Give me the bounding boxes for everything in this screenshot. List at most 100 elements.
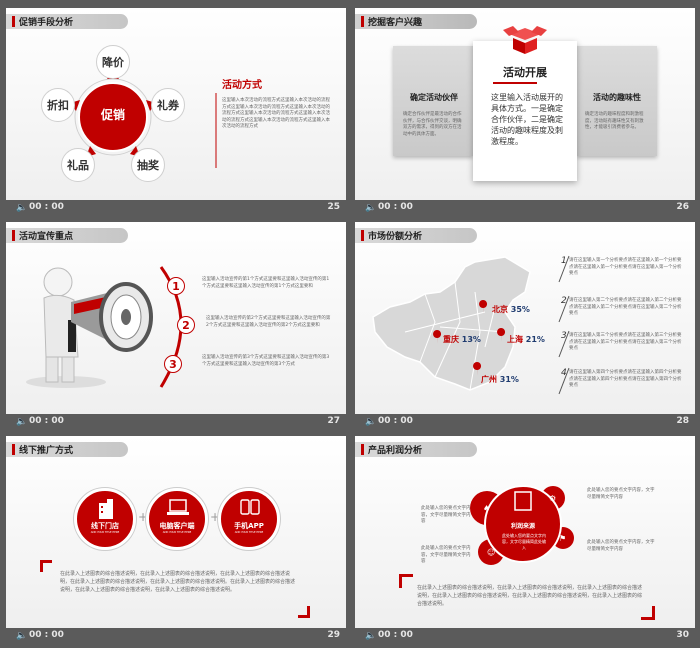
step-1-badge: 1	[167, 277, 185, 295]
city-guangzhou: 广州 31%	[481, 375, 519, 384]
left-panel	[393, 46, 473, 156]
slide-footer: 🔈 00 : 00 30	[355, 629, 695, 643]
item-discount: 折扣	[41, 88, 75, 122]
svg-text:♠: ♠	[483, 504, 490, 513]
note-left-top: 此处输入您的要点文字内容，文字尽量精简文字内容	[421, 506, 471, 524]
slide-footer: 🔈 00 : 00 29	[6, 629, 346, 643]
step-1-text: 这里输入活动宣传的第1个方式这里要和这里输入活动宣传的第1个方式这里要和这里输入…	[202, 277, 330, 289]
speaker-icon: 🔈	[365, 631, 377, 641]
note-2-number: 2	[561, 296, 567, 306]
step-3-text: 这里输入活动宣传的第3个方式这里要和这里输入活动宣传的第3个方式这里要和这里输入…	[202, 355, 330, 367]
svg-text:⚑: ⚑	[559, 534, 566, 543]
slide-footer: 🔈 00 : 00 25	[6, 201, 346, 215]
slide-29[interactable]: 线下推广方式 线下门店 ADD YOUR TITLE HERE + 电脑客户端 …	[6, 436, 346, 628]
bracket-bottom-right	[298, 606, 310, 618]
note-separators	[558, 255, 570, 395]
slide-title-bar: 促销手段分析	[6, 14, 128, 29]
slide-number: 26	[676, 202, 689, 212]
note-2-text: 请在这里输入第二个分析要点请在这里输入第二个分析要点请在这里输入第二个分析要点请…	[569, 298, 682, 316]
slide-27[interactable]: 活动宣传重点 1 2 3 这里输入活动宣传的第1个方式这里要和这里输入活动宣传的…	[6, 222, 346, 414]
bracket-top-left	[40, 560, 52, 572]
slide-title: 挖掘客户兴趣	[368, 18, 423, 28]
center-text: 此处输入您的要点文字内容，文字尽量精简此处输入	[502, 533, 546, 550]
section-body: 这里输入本次活动的流程方式这里输入本次活动的流程方式这里输入本次活动的流程方式这…	[222, 98, 330, 129]
center-panel	[473, 41, 577, 181]
slide-title-bar: 挖掘客户兴趣	[355, 14, 477, 29]
slide-footer: 🔈 00 : 00 28	[355, 415, 695, 429]
channel-store: 线下门店 ADD YOUR TITLE HERE	[74, 488, 136, 550]
slide-title: 产品利润分析	[368, 446, 423, 456]
channel-pc: 电脑客户端 ADD YOUR TITLE HERE	[146, 488, 208, 550]
city-beijing: 北京 35%	[492, 305, 530, 314]
note-4-text: 请在这里输入第四个分析要点请在这里输入第四个分析要点请在这里输入第四个分析要点请…	[569, 370, 682, 388]
right-body: 确定活动的趣味程度和刺激程度，活动既有趣味性又有刺激性，才能吸引消费者参与。	[585, 112, 644, 130]
speaker-icon: 🔈	[365, 417, 377, 427]
gift-box-icon	[503, 26, 547, 54]
step-2-text: 这里输入活动宣传的第2个方式这里要和这里输入活动宣传的第2个方式这里要和这里输入…	[206, 316, 331, 328]
note-3-number: 3	[561, 331, 567, 341]
slide-number: 29	[327, 630, 340, 640]
phone-app-icon	[240, 499, 260, 515]
slide-title-bar: 产品利润分析	[355, 442, 477, 457]
footer-time: 00 : 00	[378, 202, 413, 212]
laptop-icon	[167, 499, 189, 515]
channel-pc-label: 电脑客户端	[159, 522, 195, 530]
footer-time: 00 : 00	[29, 416, 64, 426]
footer-time: 00 : 00	[29, 202, 64, 212]
center-label: 促销	[100, 108, 125, 122]
item-coupon: 礼券	[151, 88, 185, 122]
slide-number: 28	[676, 416, 689, 426]
slide-30[interactable]: 产品利润分析 ♠ ⚙ ⚑ ☺ 利润来源 此处输入您的要点文字内容，文字尽量精简此…	[355, 436, 695, 628]
left-title: 确定活动伙伴	[410, 93, 458, 102]
megaphone-figure-illustration	[26, 267, 153, 388]
slide-26[interactable]: 挖掘客户兴趣 活动开展 这里输入活动展开的具体方式。一是确定合作伙伴，二是确定活…	[355, 8, 695, 200]
bracket-bottom-right	[641, 606, 655, 620]
channel-store-label: 线下门店	[91, 522, 119, 530]
city-shanghai: 上海 21%	[507, 335, 545, 344]
summary-text: 在此录入上述图表的综合描述说明，在此录入上述图表的综合描述说明，在此录入上述图表…	[417, 585, 643, 607]
slide-number: 25	[327, 202, 340, 212]
left-body: 确定合作伙伴是最活动的合作伙伴，与合作伙伴交谈，明确双方的需求，得到的双方在活动…	[403, 112, 462, 137]
building-icon	[99, 499, 113, 519]
svg-text:⚙: ⚙	[549, 494, 556, 503]
note-left-bottom: 此处输入您的要点文字内容，文字尽量精简文字内容	[421, 546, 471, 564]
summary-text: 在此录入上述图表的综合描述说明，在此录入上述图表的综合描述说明，在此录入上述图表…	[60, 571, 296, 593]
china-map	[372, 256, 531, 391]
slide-title: 促销手段分析	[19, 18, 74, 28]
note-right-top: 此处输入您的要点文字内容，文字尽量精简文字内容	[587, 488, 655, 500]
plus-sign: +	[138, 510, 149, 524]
channel-app-label: 手机APP	[234, 522, 264, 530]
note-4-number: 4	[561, 368, 567, 378]
channel-app: 手机APP ADD YOUR TITLE HERE	[218, 488, 280, 550]
slide-28[interactable]: 市场份额分析 北京 35% 重庆 13% 上海 21% 广州 31% 1 请在这…	[355, 222, 695, 414]
footer-time: 00 : 00	[378, 630, 413, 640]
city-chongqing: 重庆 13%	[443, 335, 481, 344]
channel-app-sub: ADD YOUR TITLE HERE	[234, 531, 264, 534]
item-lottery: 抽奖	[131, 148, 165, 182]
profit-bubbles: ♠ ⚙ ⚑ ☺	[470, 485, 574, 565]
step-2-badge: 2	[177, 316, 195, 334]
right-panel	[577, 46, 657, 156]
svg-text:☺: ☺	[487, 548, 495, 557]
slide-footer: 🔈 00 : 00 26	[355, 201, 695, 215]
slide-title-bar: 线下推广方式	[6, 442, 128, 457]
item-gift: 礼品	[61, 148, 95, 182]
center-title: 活动开展	[503, 66, 547, 79]
channel-store-sub: ADD YOUR TITLE HERE	[90, 531, 120, 534]
slide-25[interactable]: 促销手段分析 促销 降价 礼券 抽奖 礼品 折扣 活动方式 这里输入本次活动的流…	[6, 8, 346, 200]
item-price-cut: 降价	[96, 45, 130, 79]
channel-pc-sub: ADD YOUR TITLE HERE	[162, 531, 192, 534]
note-3-text: 请在这里输入第三个分析要点请在这里输入第三个分析要点请在这里输入第三个分析要点请…	[569, 333, 682, 351]
plus-sign: +	[210, 510, 221, 524]
center-label: 利润来源	[510, 523, 535, 530]
footer-time: 00 : 00	[378, 416, 413, 426]
section-heading: 活动方式	[222, 80, 262, 91]
bracket-top-left	[399, 574, 413, 588]
note-1-number: 1	[561, 256, 567, 266]
slide-number: 27	[327, 416, 340, 426]
step-3-badge: 3	[164, 355, 182, 373]
footer-time: 00 : 00	[29, 630, 64, 640]
slide-title-bar: 活动宣传重点	[6, 228, 128, 243]
center-body: 这里输入活动展开的具体方式。一是确定合作伙伴，二是确定活动的趣味程度及刺激程度。	[491, 93, 563, 146]
slide-title: 市场份额分析	[368, 232, 423, 242]
